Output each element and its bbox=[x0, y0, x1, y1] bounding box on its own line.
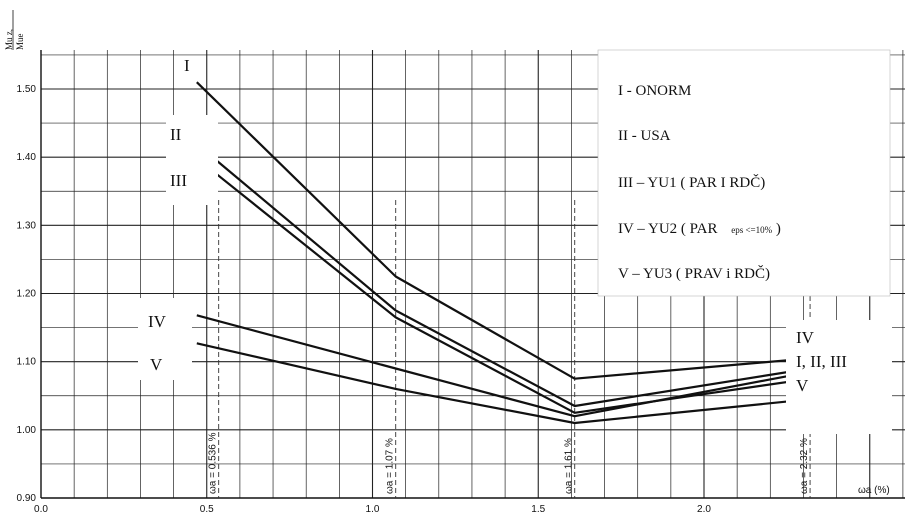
legend-entry-iii: III – YU1 ( PAR I RDČ) bbox=[618, 174, 765, 191]
y-tick-label: 1.50 bbox=[17, 84, 37, 95]
left-series-labels: I II III IV V bbox=[138, 56, 218, 380]
legend-entry-ii: II - USA bbox=[618, 128, 671, 144]
x-tick-label: 2.0 bbox=[697, 504, 711, 515]
series-line-3 bbox=[216, 173, 811, 414]
series-label-right-v: V bbox=[796, 376, 809, 395]
series-line-2 bbox=[215, 159, 811, 408]
series-line-1 bbox=[196, 81, 811, 380]
axes bbox=[40, 50, 905, 499]
x-tick-label: 0.0 bbox=[34, 504, 48, 515]
legend: I - ONORM II - USA III – YU1 ( PAR I RDČ… bbox=[597, 49, 891, 297]
x-tick-label: 0.5 bbox=[200, 504, 214, 515]
y-tick-label: 0.90 bbox=[17, 493, 37, 504]
x-tick-label: 1.0 bbox=[366, 504, 380, 515]
series-label-left-v: V bbox=[150, 355, 163, 374]
right-series-labels: IV I, II, III V bbox=[786, 320, 892, 434]
legend-box bbox=[597, 49, 891, 297]
x-axis-label: ωa (%) bbox=[858, 485, 890, 496]
series-label-right-iv: IV bbox=[796, 328, 815, 347]
marker-label: ωa = 1.07 % bbox=[385, 438, 396, 494]
series-label-left-iii: III bbox=[170, 171, 187, 190]
y-tick-label: 1.00 bbox=[17, 425, 37, 436]
y-tick-label: 1.10 bbox=[17, 357, 37, 368]
series-label-right-i-ii-iii: I, II, III bbox=[796, 352, 847, 371]
legend-entry-i: I - ONORM bbox=[618, 83, 691, 99]
marker-label: ωa = 2.32 % bbox=[799, 438, 810, 494]
x-tick-label: 1.5 bbox=[531, 504, 545, 515]
marker-label: ωa = 0.536 % bbox=[208, 432, 219, 494]
marker-label: ωa = 1.61 % bbox=[564, 438, 575, 494]
y-axis-label-top: Mu z, bbox=[4, 29, 14, 50]
series-label-left-iv: IV bbox=[148, 312, 167, 331]
legend-entry-v: V – YU3 ( PRAV i RDČ) bbox=[618, 265, 770, 282]
right-label-box bbox=[786, 320, 892, 434]
legend-entry-iv: IV – YU2 ( PAR eps <=10% ) bbox=[618, 221, 781, 237]
y-tick-label: 1.20 bbox=[17, 289, 37, 300]
series-label-left-ii: II bbox=[170, 125, 182, 144]
series-lines bbox=[196, 81, 811, 425]
series-line-5 bbox=[196, 342, 811, 425]
y-axis-label-bottom: Mue bbox=[15, 33, 25, 50]
y-tick-label: 1.30 bbox=[17, 220, 37, 231]
tick-labels: 0.0 0.5 1.0 1.5 2.0 0.90 1.00 1.10 1.20 1.30 1.40 1… bbox=[17, 84, 712, 515]
series-line-4 bbox=[196, 314, 811, 418]
y-tick-label: 1.40 bbox=[17, 152, 37, 163]
series-label-left-i: I bbox=[184, 56, 190, 75]
